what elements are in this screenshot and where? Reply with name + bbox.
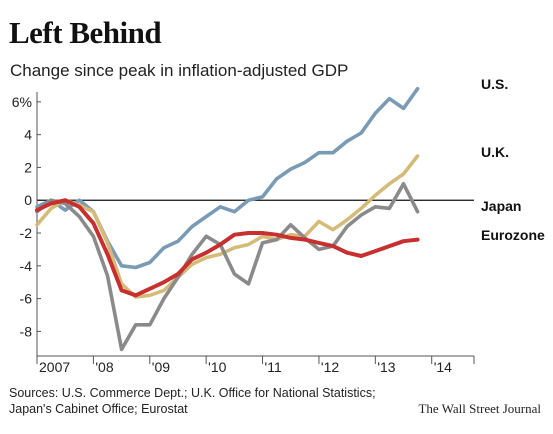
series-line-japan xyxy=(35,182,420,352)
series-label-us: U.S. xyxy=(481,76,508,92)
chart-subtitle: Change since peak in inflation-adjusted … xyxy=(10,61,349,80)
x-tick-label: '10 xyxy=(208,359,226,375)
y-tick-label: 2 xyxy=(24,159,32,175)
x-tick-label: '08 xyxy=(95,359,113,375)
y-tick-label: 0 xyxy=(24,192,32,208)
x-tick-label: '13 xyxy=(377,359,395,375)
y-tick-label: 6% xyxy=(12,94,32,110)
series-label-eurozone: Eurozone xyxy=(481,227,545,243)
x-tick-label: 2007 xyxy=(39,359,70,375)
series-line-uk xyxy=(35,154,420,299)
chart-title: Left Behind xyxy=(9,15,162,50)
y-tick-label: -4 xyxy=(20,258,33,274)
source-line-2: Japan's Cabinet Office; Eurostat xyxy=(9,402,188,416)
x-tick-label: '14 xyxy=(434,359,452,375)
credit-line: The Wall Street Journal xyxy=(418,401,541,416)
source-line-1: Sources: U.S. Commerce Dept.; U.K. Offic… xyxy=(9,386,376,400)
y-tick-label: -8 xyxy=(20,323,33,339)
x-tick-label: '09 xyxy=(152,359,170,375)
source-note: Sources: U.S. Commerce Dept.; U.K. Offic… xyxy=(9,385,429,417)
y-tick-label: -2 xyxy=(20,225,33,241)
series-line-eurozone xyxy=(35,198,420,298)
y-tick-label: 4 xyxy=(24,127,32,143)
x-tick-label: '12 xyxy=(321,359,339,375)
series-label-japan: Japan xyxy=(481,198,521,214)
series-label-uk: U.K. xyxy=(481,144,509,160)
y-tick-label: -6 xyxy=(20,291,33,307)
x-tick-label: '11 xyxy=(265,359,282,375)
